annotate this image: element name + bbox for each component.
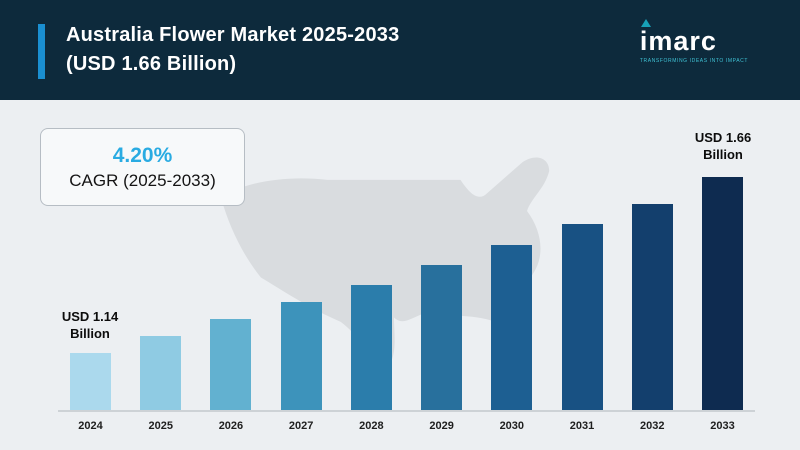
bar-column-2024 — [70, 353, 111, 410]
bar-2026 — [210, 319, 252, 410]
x-axis-labels: 2024 2025 2026 2027 2028 2029 2030 2031 2032 2033 — [58, 420, 755, 432]
page-title-line1: Australia Flower Market 2025-2033 — [66, 24, 400, 46]
imarc-triangle-icon — [640, 19, 651, 27]
bar-2027 — [280, 302, 322, 410]
bar-2025 — [140, 336, 182, 410]
x-axis-label-2024: 2024 — [78, 420, 103, 432]
header-banner: Australia Flower Market 2025-2033 (USD 1… — [0, 0, 800, 100]
bar-2030 — [491, 245, 533, 410]
bar-2028 — [350, 285, 392, 410]
bar-2024 — [70, 353, 111, 410]
bar-2029 — [421, 265, 463, 410]
bars-row — [58, 157, 755, 412]
cagr-label: CAGR (2025-2033) — [69, 170, 216, 190]
x-axis-label-2026: 2026 — [218, 420, 244, 432]
last-bar-value-line2: Billion — [703, 147, 743, 162]
x-axis-label-2031: 2031 — [569, 420, 595, 432]
cagr-callout-card: 4.20% CAGR (2025-2033) — [40, 128, 245, 206]
chart-area: 4.20% CAGR (2025-2033) USD 1.14 Billion … — [0, 100, 800, 450]
bar-column-2027 — [280, 302, 322, 410]
x-axis-label-2027: 2027 — [288, 420, 314, 432]
bar-column-2029 — [421, 265, 463, 410]
bar-column-2032 — [631, 204, 673, 410]
cagr-value: 4.20% — [112, 143, 173, 167]
bar-column-2033 — [701, 177, 743, 410]
bar-column-2026 — [210, 319, 252, 410]
bar-2031 — [561, 224, 603, 410]
x-axis-label-2032: 2032 — [640, 420, 665, 432]
x-axis-label-2029: 2029 — [429, 420, 454, 432]
imarc-logo-wordmark: imarc — [639, 19, 748, 56]
first-bar-value-line1: USD 1.14 — [61, 309, 119, 324]
first-bar-value-line2: Billion — [70, 326, 110, 341]
imarc-logo-tagline: TRANSFORMING IDEAS INTO IMPACT — [639, 58, 748, 64]
bar-2032 — [631, 204, 673, 410]
x-axis-label-2025: 2025 — [148, 420, 173, 432]
last-bar-value-label: USD 1.66 Billion — [668, 129, 778, 163]
bar-column-2025 — [140, 336, 182, 410]
first-bar-value-label: USD 1.14 Billion — [35, 308, 145, 342]
last-bar-value-line1: USD 1.66 — [694, 130, 752, 145]
x-axis-label-2030: 2030 — [499, 420, 525, 432]
bar-2033 — [701, 177, 743, 410]
imarc-logo: imarc TRANSFORMING IDEAS INTO IMPACT — [639, 19, 748, 64]
page-title-line2: (USD 1.66 Billion) — [66, 53, 237, 75]
bar-column-2031 — [561, 224, 603, 410]
x-axis-label-2033: 2033 — [710, 420, 735, 432]
usa-map-silhouette — [200, 140, 650, 415]
x-axis-label-2028: 2028 — [359, 420, 384, 432]
bar-chart: 2024 2025 2026 2027 2028 2029 2030 2031 2032 2033 — [58, 157, 755, 432]
page-title: Australia Flower Market 2025-2033 (USD 1… — [66, 21, 399, 79]
title-accent-bar — [38, 24, 45, 79]
bar-column-2030 — [491, 245, 533, 410]
imarc-logo-text: imarc — [639, 26, 717, 56]
bar-column-2028 — [350, 285, 392, 410]
